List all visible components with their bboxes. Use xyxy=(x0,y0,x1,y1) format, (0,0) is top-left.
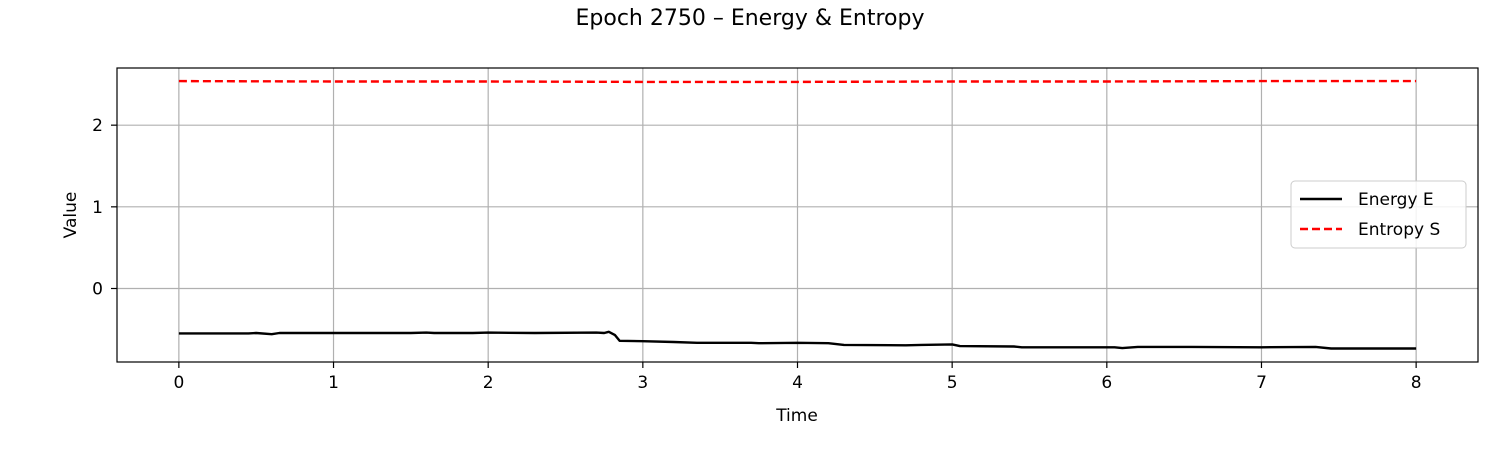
y-tick-label: 0 xyxy=(92,280,103,300)
x-tick-label: 3 xyxy=(637,373,648,393)
plot-lines xyxy=(178,79,1417,350)
legend-box xyxy=(1290,180,1467,249)
series-line-entropy-s xyxy=(178,79,1417,84)
x-axis-label: Time xyxy=(775,406,818,426)
series-line-energy-e xyxy=(178,330,1417,350)
grid-lines xyxy=(117,68,1478,362)
x-axis-ticks: 0 1 2 3 4 5 6 7 8 xyxy=(173,362,1422,393)
y-axis-ticks: 0 1 2 xyxy=(92,116,117,300)
y-axis-label: Value xyxy=(61,192,81,239)
x-tick-label: 5 xyxy=(947,373,958,393)
legend-label-entropy: Entropy S xyxy=(1358,220,1440,240)
x-tick-label: 8 xyxy=(1411,373,1422,393)
x-tick-label: 4 xyxy=(792,373,803,393)
legend-label-energy: Energy E xyxy=(1358,190,1434,210)
x-tick-label: 1 xyxy=(328,373,339,393)
x-tick-label: 7 xyxy=(1256,373,1267,393)
y-tick-label: 2 xyxy=(92,116,103,136)
x-tick-label: 0 xyxy=(173,373,184,393)
y-tick-label: 1 xyxy=(92,198,103,218)
x-tick-label: 6 xyxy=(1101,373,1112,393)
x-tick-label: 2 xyxy=(483,373,494,393)
chart-title: Epoch 2750 – Energy & Entropy xyxy=(575,6,925,31)
legend: Energy E Entropy S xyxy=(1290,180,1467,249)
